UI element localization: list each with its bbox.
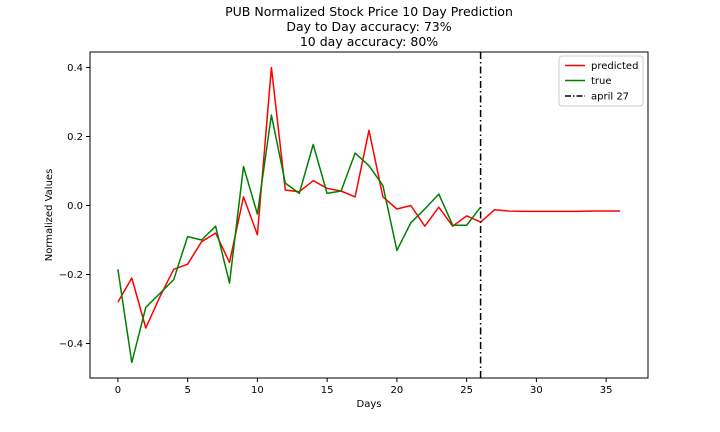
x-axis-label: Days [357,399,382,410]
y-tick-label: −0.4 [59,339,83,350]
plot-area [89,51,649,379]
x-tick-label: 35 [600,385,613,396]
x-tick-label: 10 [251,385,264,396]
series-line-predicted [117,66,621,329]
legend-box [558,55,644,107]
chart-title-line: PUB Normalized Stock Price 10 Day Predic… [225,4,513,19]
x-tick-label: 0 [115,385,121,396]
y-axis: −0.4 −0.2 0.0 0.2 0.4 [59,63,90,350]
chart-title: PUB Normalized Stock Price 10 Day Predic… [225,4,513,49]
x-axis: 0 5 10 15 20 25 30 35 [115,378,613,396]
plot-frame [89,51,649,379]
chart-subtitle-accuracy-10day: 10 day accuracy: 80% [300,34,438,49]
y-tick-label: 0.4 [67,63,83,74]
y-tick-label: −0.2 [59,270,83,281]
y-tick-label: 0.2 [67,132,83,143]
x-tick-label: 30 [530,385,543,396]
x-tick-label: 15 [321,385,334,396]
legend: predicted true april 27 [558,55,644,107]
chart-subtitle-accuracy-day: Day to Day accuracy: 73% [286,19,451,34]
x-tick-label: 5 [184,385,190,396]
legend-label-april-27: april 27 [591,92,629,103]
x-tick-label: 25 [460,385,473,396]
y-axis-label: Normalized Values [44,169,55,262]
y-tick-label: 0.0 [67,201,83,212]
legend-label-predicted: predicted [591,61,638,72]
x-tick-label: 20 [391,385,404,396]
series-line-true [117,114,482,364]
legend-label-true: true [591,76,612,87]
